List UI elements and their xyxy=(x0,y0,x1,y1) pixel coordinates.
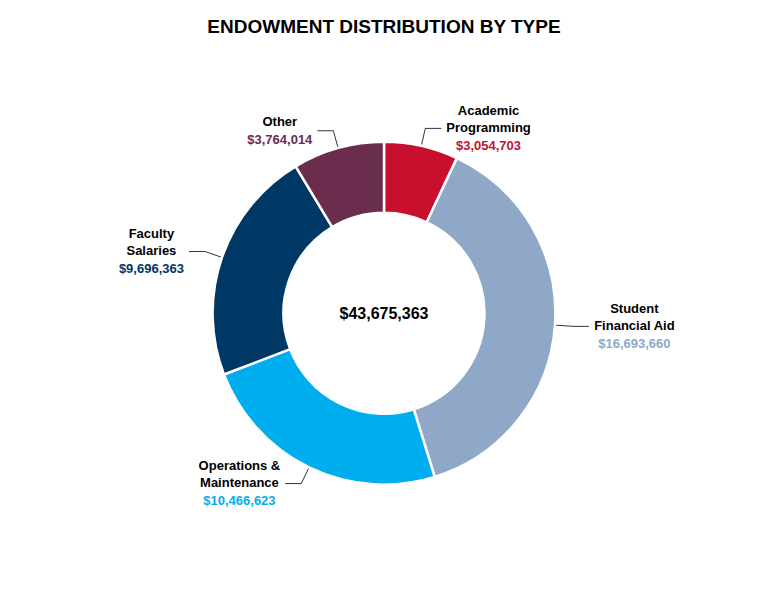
svg-text:$3,054,703: $3,054,703 xyxy=(456,138,521,153)
svg-text:Operations &: Operations & xyxy=(199,458,281,473)
svg-text:Financial Aid: Financial Aid xyxy=(594,318,674,333)
svg-text:Salaries: Salaries xyxy=(126,243,176,258)
svg-text:Maintenance: Maintenance xyxy=(200,475,279,490)
svg-text:$16,693,660: $16,693,660 xyxy=(598,336,670,351)
svg-text:$3,764,014: $3,764,014 xyxy=(247,132,313,147)
svg-text:Other: Other xyxy=(262,114,297,129)
svg-text:Programming: Programming xyxy=(446,120,531,135)
svg-text:$10,466,623: $10,466,623 xyxy=(203,493,275,508)
svg-text:$43,675,363: $43,675,363 xyxy=(340,305,429,322)
svg-text:Academic: Academic xyxy=(458,103,519,118)
svg-text:$9,696,363: $9,696,363 xyxy=(119,261,184,276)
svg-text:Student: Student xyxy=(610,301,659,316)
svg-text:Faculty: Faculty xyxy=(129,226,175,241)
svg-text:ENDOWMENT DISTRIBUTION BY TYPE: ENDOWMENT DISTRIBUTION BY TYPE xyxy=(207,16,560,37)
